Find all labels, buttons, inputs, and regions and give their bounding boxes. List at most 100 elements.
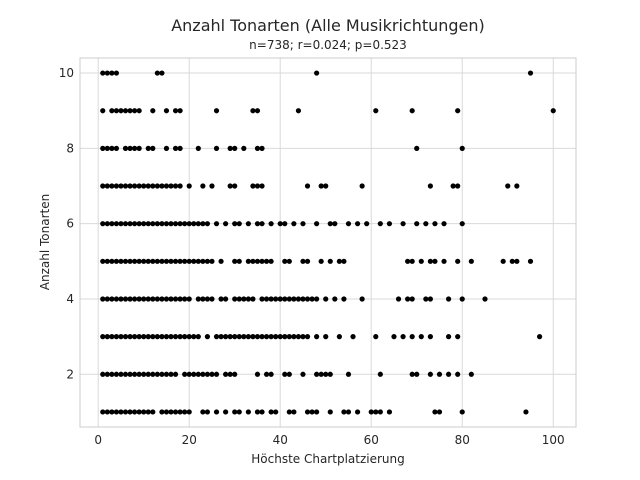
data-point: [122, 296, 129, 302]
data-point: [113, 258, 120, 264]
data-point: [141, 296, 147, 302]
data-point: [223, 409, 229, 415]
data-point: [113, 334, 120, 340]
data-point: [254, 334, 261, 340]
data-point: [150, 145, 156, 151]
data-point: [254, 183, 261, 189]
data-point: [168, 221, 174, 227]
data-point: [241, 296, 247, 302]
data-point: [150, 221, 156, 227]
data-point: [195, 145, 201, 151]
data-point: [236, 409, 242, 415]
data-point: [186, 371, 192, 377]
data-point: [177, 296, 183, 302]
data-point: [314, 70, 320, 76]
data-point: [204, 296, 211, 302]
data-point: [100, 258, 106, 264]
data-point: [154, 371, 160, 377]
data-point: [177, 221, 183, 227]
data-point: [136, 371, 142, 377]
data-point: [204, 334, 211, 340]
data-point: [172, 221, 179, 227]
data-point: [209, 258, 215, 264]
data-point: [163, 145, 170, 151]
data-point: [241, 145, 247, 151]
data-point: [200, 183, 206, 189]
data-point: [414, 145, 420, 151]
data-point: [259, 145, 265, 151]
data-point: [209, 371, 215, 377]
data-point: [213, 145, 220, 151]
data-point: [150, 108, 156, 114]
data-point: [182, 258, 188, 264]
data-point: [127, 258, 133, 264]
data-point: [318, 258, 324, 264]
data-point: [154, 258, 160, 264]
data-point: [400, 334, 406, 340]
data-point: [314, 296, 320, 302]
data-point: [254, 371, 261, 377]
data-point: [550, 108, 556, 114]
data-points: [100, 70, 556, 415]
data-point: [204, 221, 211, 227]
data-point: [100, 409, 106, 415]
data-point: [432, 258, 438, 264]
data-point: [136, 296, 142, 302]
data-point: [200, 371, 206, 377]
x-tick-label: 20: [182, 433, 197, 447]
data-point: [332, 296, 338, 302]
data-point: [163, 296, 170, 302]
data-point: [250, 334, 256, 340]
data-point: [109, 70, 115, 76]
data-point: [163, 371, 170, 377]
y-axis-label: Anzahl Tonarten: [38, 194, 52, 290]
data-point: [141, 258, 147, 264]
data-point: [100, 70, 106, 76]
data-point: [104, 334, 110, 340]
data-point: [386, 221, 393, 227]
data-point: [136, 258, 142, 264]
data-point: [118, 108, 124, 114]
data-point: [268, 334, 274, 340]
data-point: [241, 334, 247, 340]
data-point: [523, 409, 529, 415]
data-point: [136, 145, 142, 151]
data-point: [318, 371, 324, 377]
data-point: [468, 371, 474, 377]
data-point: [168, 296, 174, 302]
data-point: [354, 409, 361, 415]
data-point: [186, 258, 192, 264]
data-point: [314, 409, 320, 415]
data-point: [172, 258, 179, 264]
data-point: [127, 108, 133, 114]
data-point: [314, 221, 320, 227]
data-point: [436, 371, 443, 377]
data-point: [250, 296, 256, 302]
data-point: [432, 409, 438, 415]
data-point: [295, 334, 302, 340]
data-point: [136, 108, 142, 114]
grid: [80, 58, 576, 427]
data-point: [300, 334, 306, 340]
data-point: [141, 183, 147, 189]
data-point: [254, 221, 261, 227]
data-point: [282, 334, 288, 340]
data-point: [122, 409, 129, 415]
data-point: [227, 334, 233, 340]
data-point: [168, 183, 174, 189]
y-tick-label: 8: [66, 141, 74, 155]
data-point: [245, 334, 251, 340]
data-point: [254, 145, 261, 151]
data-point: [113, 409, 120, 415]
data-point: [291, 334, 297, 340]
data-point: [195, 334, 201, 340]
data-point: [213, 221, 220, 227]
data-point: [122, 221, 129, 227]
data-point: [286, 334, 292, 340]
data-point: [373, 334, 379, 340]
data-point: [409, 258, 415, 264]
data-point: [172, 145, 179, 151]
data-point: [373, 108, 379, 114]
data-point: [377, 409, 383, 415]
